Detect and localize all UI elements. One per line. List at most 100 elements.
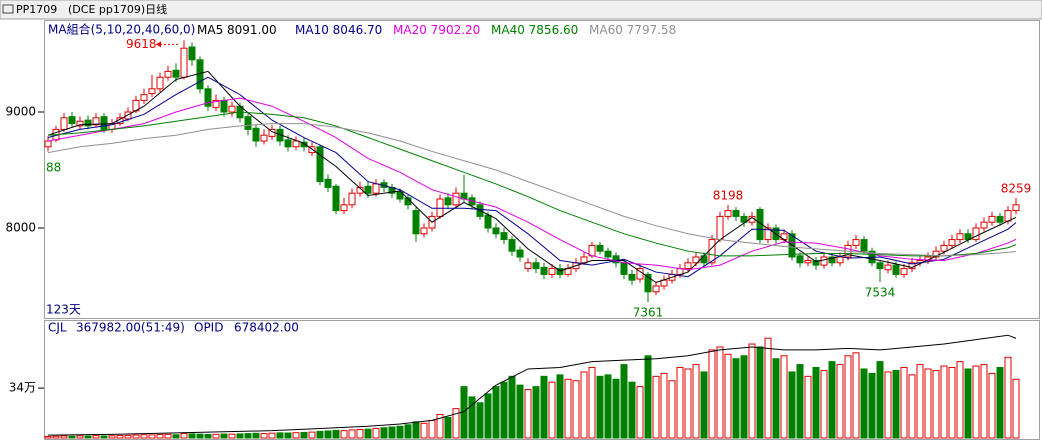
- volume-bar: [372, 427, 380, 439]
- candle-body: [284, 139, 292, 148]
- candle-body: [548, 268, 556, 275]
- volume-bar: [412, 421, 420, 439]
- volume-bar: [996, 367, 1004, 439]
- volume-bar: [756, 346, 764, 439]
- volume-bar: [284, 432, 292, 439]
- candle-body: [324, 178, 332, 188]
- volume-bar: [604, 374, 612, 439]
- volume-bar: [620, 364, 628, 439]
- candle-body: [828, 256, 836, 264]
- volume-bar: [124, 434, 132, 439]
- candle-body: [940, 244, 948, 252]
- volume-bar: [868, 372, 876, 439]
- extreme-label: 9618: [126, 37, 157, 51]
- candle-body: [172, 69, 180, 78]
- candle-body: [876, 262, 884, 270]
- candle-body: [732, 210, 740, 217]
- candle-body: [628, 273, 636, 281]
- legend-name: MA5: [197, 23, 223, 37]
- candle-body: [92, 117, 100, 126]
- candle-body: [700, 255, 708, 264]
- legend-value: 7856.60: [529, 23, 579, 37]
- volume-bar: [68, 435, 76, 439]
- volume-bar: [860, 368, 868, 439]
- candle-body: [396, 191, 404, 200]
- legend-entry: MA40 7856.60: [491, 23, 578, 37]
- volume-bar: [340, 430, 348, 439]
- volume-bar: [508, 375, 516, 439]
- volume-bar: [500, 381, 508, 439]
- volume-bar: [164, 433, 172, 439]
- volume-bar: [84, 435, 92, 439]
- volume-bar: [908, 374, 916, 439]
- volume-bar: [428, 419, 436, 439]
- volume-bar: [324, 430, 332, 439]
- extreme-arrowhead: [156, 41, 161, 48]
- volume-bar: [924, 368, 932, 439]
- volume-bar: [748, 343, 756, 439]
- volume-bar: [388, 426, 396, 439]
- candle-body: [372, 183, 380, 194]
- candle-body: [980, 221, 988, 229]
- volume-bar: [252, 432, 260, 439]
- volume-bar: [796, 364, 804, 439]
- candle-body: [412, 210, 420, 235]
- volume-bar: [108, 435, 116, 439]
- legend-value: 8046.70: [333, 23, 383, 37]
- volume-bar: [964, 368, 972, 439]
- candle-body: [452, 192, 460, 206]
- volume-bar: [516, 384, 524, 439]
- volume-bar: [204, 433, 212, 439]
- candle-body: [1012, 204, 1020, 212]
- volume-reading: 367982.00(51:49): [76, 321, 185, 335]
- candle-body: [540, 266, 548, 275]
- extreme-label: 8198: [713, 189, 744, 203]
- volume-bar: [220, 433, 228, 439]
- candle-body: [820, 256, 828, 266]
- span-label: 123天: [46, 303, 81, 317]
- oi-line: [47, 334, 1017, 436]
- candle-body: [612, 255, 620, 264]
- extreme-label: 8259: [1001, 181, 1032, 195]
- header-bar: [0, 0, 1042, 20]
- volume-bar: [180, 433, 188, 439]
- volume-bar: [268, 432, 276, 439]
- legend-value: 7902.20: [431, 23, 481, 37]
- volume-bar: [156, 433, 164, 439]
- volume-bar: [828, 361, 836, 439]
- volume-bar: [468, 396, 476, 439]
- volume-bar: [132, 434, 140, 439]
- volume-bar: [940, 365, 948, 439]
- candle-body: [76, 120, 84, 127]
- volume-bar: [332, 429, 340, 439]
- volume-bar: [452, 408, 460, 439]
- candle-body: [964, 233, 972, 241]
- ma-title: MA組合(5,10,20,40,60,0): [48, 22, 195, 37]
- candle-body: [524, 262, 532, 270]
- candle-body: [68, 116, 76, 125]
- volume-bar: [196, 433, 204, 439]
- candle-body: [244, 116, 252, 130]
- volume-bar: [76, 435, 84, 439]
- volume-bar: [588, 367, 596, 439]
- volume-tick-label: 34万: [9, 381, 36, 395]
- volume-bar: [148, 434, 156, 439]
- candle-body: [484, 214, 492, 229]
- volume-bar: [380, 427, 388, 439]
- volume-bar: [668, 380, 676, 439]
- volume-bar: [364, 428, 372, 439]
- oi-reading: 678402.00: [234, 321, 299, 335]
- candle-body: [100, 116, 108, 130]
- volume-pane: [44, 320, 1040, 440]
- volume-bar: [900, 367, 908, 439]
- candle-body: [812, 259, 820, 266]
- legend-entry: MA5 8091.00: [197, 23, 277, 37]
- candle-body: [124, 111, 132, 120]
- ma-line: [47, 111, 1017, 257]
- volume-bar: [844, 355, 852, 439]
- candle-body: [44, 140, 52, 148]
- candle-body: [164, 70, 172, 78]
- candle-body: [836, 256, 844, 264]
- candle-body: [740, 215, 748, 223]
